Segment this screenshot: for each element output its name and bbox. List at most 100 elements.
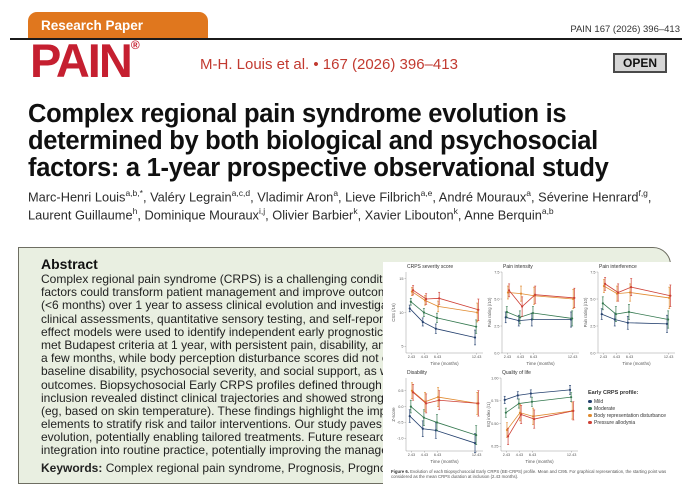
author-name: Olivier Barbier: [272, 207, 354, 223]
journal-logo-text: PAIN: [30, 34, 133, 87]
svg-text:Pain rating (/10): Pain rating (/10): [583, 297, 588, 327]
svg-text:Time (months): Time (months): [525, 459, 554, 464]
svg-text:Time (months): Time (months): [430, 459, 459, 464]
abstract-box: Abstract Complex regional pain syndrome …: [18, 247, 671, 484]
article-title-line: Complex regional pain syndrome evolution…: [28, 100, 567, 128]
svg-text:Z-score: Z-score: [391, 407, 396, 422]
legend-title: Early CRPS profile:: [588, 390, 639, 396]
svg-text:EQ index (/1): EQ index (/1): [486, 402, 491, 427]
legend-item: Body representation disturbance: [588, 412, 666, 419]
svg-text:Quality of life: Quality of life: [502, 370, 531, 376]
journal-reference: PAIN 167 (2026) 396–413: [570, 24, 680, 35]
svg-text:CRPS severity score: CRPS severity score: [407, 264, 453, 270]
svg-text:Time (months): Time (months): [526, 361, 555, 366]
figure-legend: Early CRPS profile: Mild Moderate Body rep…: [588, 390, 666, 426]
figure-chart-5: Quality of life EQ index (/1) 0.25 0.50 0.75…: [486, 370, 578, 464]
svg-text:2.43: 2.43: [503, 453, 510, 457]
svg-text:2.5: 2.5: [494, 324, 499, 328]
svg-text:0.0: 0.0: [590, 351, 595, 355]
legend-items: Mild Moderate Body representation disturba…: [588, 398, 666, 426]
legend-dot-icon: [588, 420, 592, 425]
author-name: Marc-Henri Louis: [28, 189, 126, 205]
abstract-text-line: factors could transform patient manageme…: [41, 285, 430, 300]
svg-text:5.0: 5.0: [494, 297, 499, 301]
abstract-text-line: inclusion revealed distinct clinical tra…: [41, 390, 436, 405]
svg-text:2.43: 2.43: [408, 355, 415, 359]
author-affiliation-sup: i,j: [258, 206, 266, 217]
author-affiliation-sup: k: [353, 206, 358, 217]
svg-text:0.5: 0.5: [398, 389, 403, 393]
svg-text:7.5: 7.5: [494, 270, 499, 274]
legend-item: Mild: [588, 398, 666, 405]
abstract-text-line: met Budapest criteria at 1 year, with pe…: [41, 337, 435, 352]
abstract-text-line: elements to stratify risk and tailor int…: [41, 417, 421, 432]
svg-text:4.43: 4.43: [421, 453, 428, 457]
svg-text:-0.5: -0.5: [397, 421, 404, 425]
svg-text:6.43: 6.43: [530, 355, 537, 359]
svg-text:15: 15: [399, 277, 403, 281]
author-name: Dominique Mouraux: [144, 207, 259, 223]
abstract-text-line: clinical assessments, quantitative senso…: [41, 311, 432, 326]
svg-text:-1.0: -1.0: [397, 437, 404, 441]
keywords-label: Keywords:: [41, 461, 103, 475]
svg-text:5: 5: [401, 345, 403, 349]
svg-text:1.00: 1.00: [491, 376, 498, 380]
open-access-badge: OPEN: [612, 53, 667, 73]
svg-text:12.43: 12.43: [664, 355, 674, 359]
svg-text:4.43: 4.43: [421, 355, 428, 359]
svg-text:Pain interference: Pain interference: [599, 264, 637, 270]
author-name: Xavier Libouton: [364, 207, 454, 223]
abstract-text-line: effect models were used to identify inde…: [41, 324, 426, 339]
legend-dot-icon: [588, 406, 592, 411]
abstract-text-line: (<6 months) over 1 year to assess clinic…: [41, 298, 441, 313]
author-affiliation-sup: a: [526, 188, 532, 198]
legend-label: Pressure allodynia: [594, 419, 636, 426]
svg-text:4.43: 4.43: [613, 355, 620, 359]
keywords-line: Keywords: Complex regional pain syndrome…: [41, 461, 418, 475]
author-affiliation-sup: a,b: [541, 206, 554, 217]
svg-text:7.5: 7.5: [590, 270, 595, 274]
author-name: Laurent Guillaume: [28, 207, 133, 223]
research-paper-tab: Research Paper: [28, 12, 208, 39]
author-name: Lieve Filbrich: [345, 189, 421, 205]
author-name: Valéry Legrain: [150, 189, 232, 205]
svg-text:2.43: 2.43: [408, 453, 415, 457]
svg-text:6.43: 6.43: [434, 453, 441, 457]
author-name: Vladimir Aron: [257, 189, 334, 205]
abstract-text-line: Complex regional pain syndrome (CRPS) is…: [41, 272, 440, 286]
svg-text:10: 10: [399, 311, 403, 315]
header-rule: [10, 38, 682, 40]
figure-caption-label: Figure 6.: [391, 469, 409, 474]
svg-text:4.43: 4.43: [516, 453, 523, 457]
svg-text:2.43: 2.43: [504, 355, 511, 359]
svg-text:6.43: 6.43: [529, 453, 536, 457]
figure-charts: CRPS severity score CSS (/16) 5 10 15 2.43 4.4…: [383, 262, 690, 487]
svg-text:5.0: 5.0: [590, 297, 595, 301]
figure-chart-1: CRPS severity score CSS (/16) 5 10 15 2.43 4.4…: [391, 264, 483, 366]
figure-caption: Figure 6. Evolution of each Biopsychosoc…: [391, 469, 681, 480]
article-title-line: determined by both biological and psycho…: [28, 127, 598, 155]
abstract-text: Complex regional pain syndrome (CRPS) is…: [41, 272, 440, 457]
author-list-line: Laurent Guillaumeh, Dominique Mourauxi,j…: [28, 206, 554, 223]
figure-panel: CRPS severity score CSS (/16) 5 10 15 2.43 4.4…: [383, 262, 690, 487]
svg-text:CSS (/16): CSS (/16): [391, 303, 396, 322]
svg-text:0.50: 0.50: [491, 422, 498, 426]
abstract-text-line: integration into routine practice, poten…: [41, 443, 425, 458]
registered-trademark-icon: ®: [130, 38, 140, 52]
legend-label: Mild: [594, 398, 604, 405]
author-affiliation-sup: h: [132, 206, 138, 217]
svg-text:12.43: 12.43: [567, 453, 577, 457]
author-affiliation-sup: f,g: [638, 188, 648, 198]
svg-text:0.75: 0.75: [491, 399, 498, 403]
legend-dot-icon: [588, 399, 592, 404]
abstract-text-line: evolution, potentially enabling tailored…: [41, 430, 416, 445]
svg-text:0.25: 0.25: [491, 445, 498, 449]
svg-text:12.43: 12.43: [472, 453, 482, 457]
svg-text:Pain intensity: Pain intensity: [503, 264, 533, 270]
svg-text:4.43: 4.43: [517, 355, 524, 359]
article-title-line: factors: a 1-year prospective observatio…: [28, 154, 609, 182]
svg-text:Pain rating (/10): Pain rating (/10): [487, 297, 492, 327]
svg-text:6.43: 6.43: [626, 355, 633, 359]
abstract-text-line: (eg, based on skin temperature). These f…: [41, 403, 420, 418]
author-affiliation-sup: a: [333, 188, 339, 198]
